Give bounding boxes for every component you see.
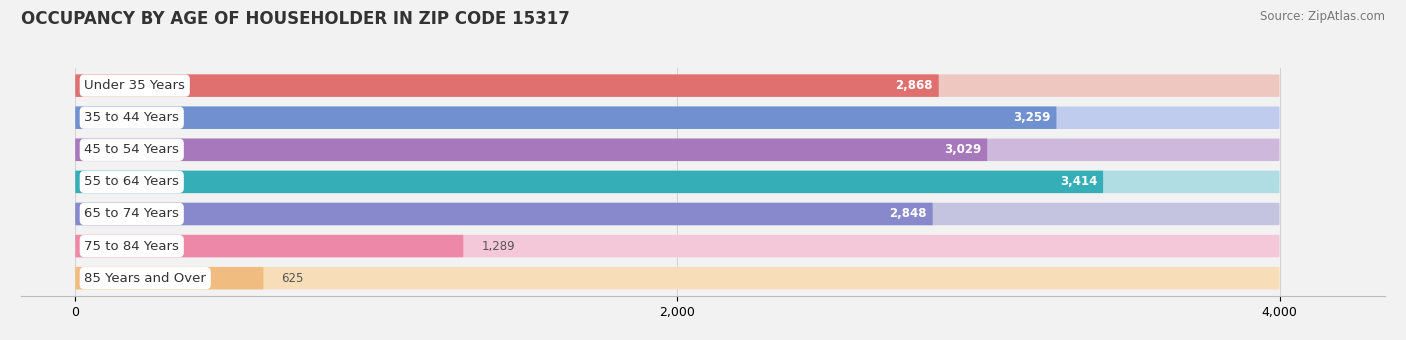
FancyBboxPatch shape xyxy=(76,203,932,225)
FancyBboxPatch shape xyxy=(76,106,1056,129)
Text: 625: 625 xyxy=(281,272,304,285)
FancyBboxPatch shape xyxy=(76,235,464,257)
FancyBboxPatch shape xyxy=(76,139,987,161)
FancyBboxPatch shape xyxy=(76,267,263,289)
Text: 65 to 74 Years: 65 to 74 Years xyxy=(84,207,179,220)
FancyBboxPatch shape xyxy=(76,74,939,97)
FancyBboxPatch shape xyxy=(76,106,1279,129)
Text: 75 to 84 Years: 75 to 84 Years xyxy=(84,240,179,253)
Text: 45 to 54 Years: 45 to 54 Years xyxy=(84,143,179,156)
Text: 2,848: 2,848 xyxy=(889,207,927,220)
Text: 35 to 44 Years: 35 to 44 Years xyxy=(84,111,179,124)
FancyBboxPatch shape xyxy=(76,74,1279,97)
Text: 55 to 64 Years: 55 to 64 Years xyxy=(84,175,179,188)
FancyBboxPatch shape xyxy=(76,171,1104,193)
Text: 2,868: 2,868 xyxy=(896,79,932,92)
Text: 3,259: 3,259 xyxy=(1014,111,1050,124)
FancyBboxPatch shape xyxy=(76,171,1279,193)
Text: OCCUPANCY BY AGE OF HOUSEHOLDER IN ZIP CODE 15317: OCCUPANCY BY AGE OF HOUSEHOLDER IN ZIP C… xyxy=(21,10,569,28)
Text: 3,414: 3,414 xyxy=(1060,175,1097,188)
FancyBboxPatch shape xyxy=(76,267,1279,289)
FancyBboxPatch shape xyxy=(76,235,1279,257)
FancyBboxPatch shape xyxy=(76,139,1279,161)
Text: 1,289: 1,289 xyxy=(481,240,515,253)
Text: Source: ZipAtlas.com: Source: ZipAtlas.com xyxy=(1260,10,1385,23)
Text: 85 Years and Over: 85 Years and Over xyxy=(84,272,207,285)
Text: 3,029: 3,029 xyxy=(943,143,981,156)
FancyBboxPatch shape xyxy=(76,203,1279,225)
Text: Under 35 Years: Under 35 Years xyxy=(84,79,186,92)
